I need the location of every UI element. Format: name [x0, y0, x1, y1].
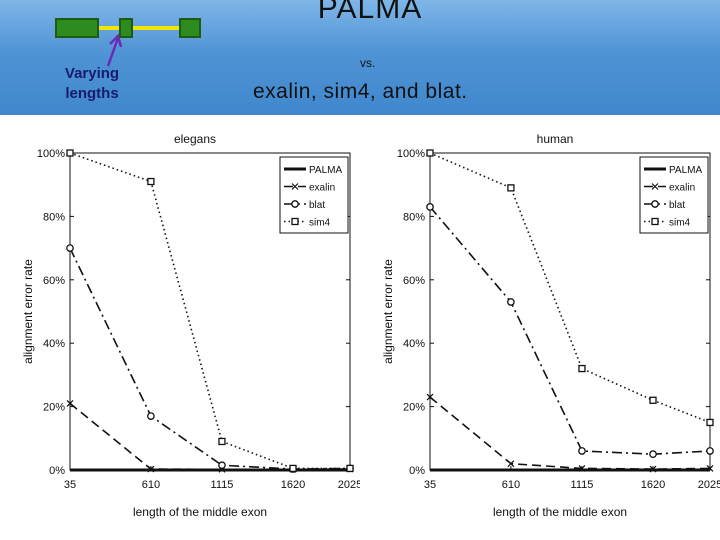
series-line-sim4: [69, 152, 350, 470]
legend-marker-exalin: [651, 183, 659, 190]
y-tick-label: 100%: [397, 148, 425, 160]
data-point-exalin: [649, 465, 657, 473]
x-tick-label: 35: [64, 479, 76, 491]
data-point-blat: [426, 203, 434, 211]
data-point-exalin: [706, 464, 714, 472]
first-exon: [55, 18, 99, 38]
note-line-1: Varying: [64, 65, 120, 82]
y-tick-label: 60%: [403, 275, 425, 287]
arrow-head-icon: [109, 33, 123, 48]
x-tick-label: 1115: [571, 479, 594, 491]
data-point-exalin: [578, 464, 586, 472]
legend-marker-exalin: [291, 183, 299, 190]
data-point-blat: [147, 412, 155, 420]
human-chart: human 0% 20% 40% 60% 80% 100% 35 610 1115 1620 2025…: [381, 132, 720, 519]
legend-label: exalin: [669, 183, 695, 194]
data-point-blat: [649, 450, 657, 458]
data-point-sim4: [578, 364, 586, 373]
data-point-blat: [218, 461, 226, 470]
y-tick-label: 80%: [403, 211, 425, 223]
data-point-sim4: [66, 149, 74, 157]
exon-diagram: [55, 18, 201, 67]
data-point-sim4: [649, 396, 657, 404]
data-point-sim4: [507, 184, 515, 192]
x-tick-label: 610: [502, 479, 520, 491]
x-tick-label: 35: [424, 479, 436, 491]
legend-label: blat: [669, 200, 685, 211]
chart-title: human: [537, 132, 574, 146]
data-point-exalin: [147, 465, 155, 473]
y-tick-label: 40%: [43, 338, 65, 350]
legend-label: sim4: [309, 218, 331, 229]
data-point-blat: [706, 447, 714, 455]
data-point-blat: [578, 447, 586, 455]
y-axis-label: alignment error rate: [21, 259, 35, 364]
data-point-exalin: [426, 393, 434, 401]
vs-label: vs.: [360, 56, 376, 70]
slide-subtitle: exalin, sim4, and blat.: [253, 80, 468, 103]
y-tick-label: 40%: [403, 338, 425, 350]
last-exon: [179, 18, 201, 38]
y-tick-label: 60%: [43, 275, 65, 287]
x-axis-label: length of the middle exon: [133, 505, 267, 519]
y-tick-label: 20%: [403, 402, 425, 414]
varying-lengths-note: Varying lengths: [44, 64, 140, 104]
data-point-sim4: [706, 418, 714, 427]
data-point-blat: [66, 244, 74, 252]
legend-marker-sim4: [291, 217, 299, 226]
y-tick-label: 0%: [409, 465, 425, 477]
y-tick-label: 100%: [37, 148, 65, 160]
legend-label: PALMA: [669, 165, 702, 176]
x-tick-label: 610: [142, 479, 160, 491]
data-point-blat: [507, 298, 515, 306]
y-tick-label: 0%: [49, 465, 65, 477]
series-line-sim4: [429, 152, 711, 424]
note-line-2: lengths: [65, 85, 119, 102]
data-point-sim4: [346, 464, 354, 473]
elegans-chart: elegans 0% 20% 40% 60% 80% 100% 35 610 1115 1620 20…: [21, 132, 360, 519]
y-axis-label: alignment error rate: [381, 259, 395, 364]
legend-label: sim4: [669, 218, 691, 229]
middle-exon: [119, 18, 133, 38]
y-tick-label: 20%: [43, 402, 65, 414]
legend-marker-blat: [291, 200, 299, 208]
chart-title: elegans: [174, 132, 216, 146]
x-tick-label: 2025: [698, 479, 720, 491]
y-tick-label: 80%: [43, 211, 65, 223]
legend-marker-sim4: [651, 217, 659, 226]
x-tick-label: 1620: [641, 479, 665, 491]
x-axis-label: length of the middle exon: [493, 505, 627, 519]
legend-label: blat: [309, 200, 325, 211]
data-point-sim4: [147, 177, 155, 186]
legend-marker-blat: [651, 200, 659, 208]
data-point-exalin: [66, 400, 74, 407]
x-tick-label: 1620: [281, 479, 305, 491]
data-point-sim4: [289, 464, 297, 473]
x-tick-label: 1115: [211, 479, 234, 491]
data-point-sim4: [218, 437, 226, 446]
legend-label: PALMA: [309, 165, 342, 176]
legend-label: exalin: [309, 183, 335, 194]
data-point-exalin: [507, 460, 515, 468]
data-point-sim4: [426, 149, 434, 157]
x-tick-label: 2025: [338, 479, 360, 491]
arrow-shaft: [106, 37, 120, 67]
slide-title: PALMA: [317, 0, 423, 25]
